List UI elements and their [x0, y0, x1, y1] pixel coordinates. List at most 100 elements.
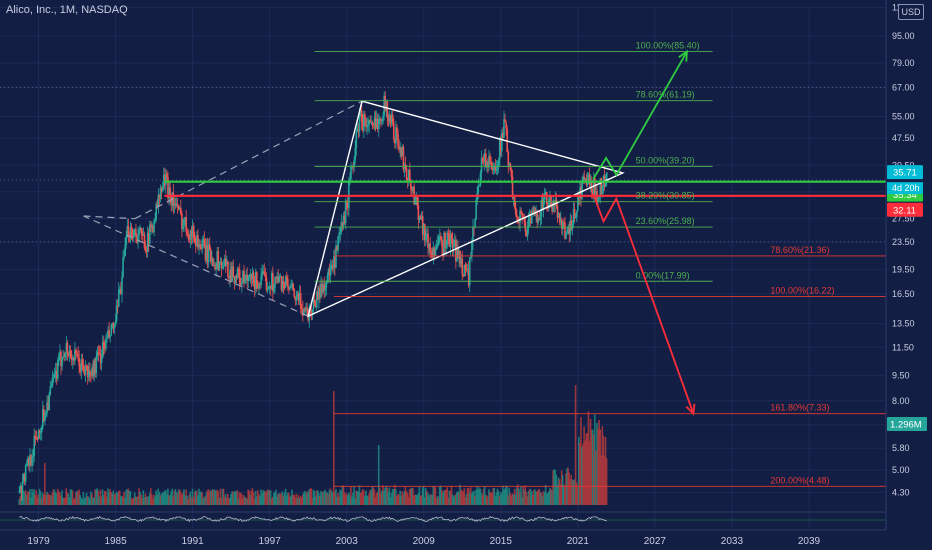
volume-bar	[144, 493, 147, 505]
candle-body	[232, 266, 235, 277]
candle-body	[532, 210, 534, 213]
volume-bar	[424, 488, 427, 505]
volume-bar	[203, 496, 206, 505]
candle-body	[447, 232, 450, 237]
volume-bar	[269, 490, 272, 505]
candle-body	[536, 210, 538, 223]
candle-body	[122, 257, 124, 278]
fib-green-label: 50.00%(39.20)	[636, 155, 695, 165]
candle-body	[49, 386, 52, 395]
volume-bar	[187, 498, 190, 505]
candle-body	[327, 269, 330, 276]
volume-bar	[433, 486, 436, 505]
volume-bar	[136, 496, 138, 505]
candle-body	[518, 219, 520, 223]
candle-body	[580, 187, 582, 199]
volume-bar	[197, 495, 199, 505]
candle-body	[577, 194, 579, 211]
candle-body	[223, 258, 226, 266]
candle-body	[594, 178, 596, 198]
volume-bar	[573, 479, 576, 505]
candle-body	[36, 438, 39, 440]
candle-body	[119, 289, 121, 291]
candle-body	[358, 114, 361, 132]
candle-body	[326, 275, 329, 283]
candle-body	[86, 366, 89, 378]
volume-bar	[412, 488, 414, 505]
candle-body	[51, 377, 54, 386]
candle-body	[503, 119, 505, 138]
volume-bar	[87, 496, 90, 505]
currency-button[interactable]: USD	[898, 4, 924, 20]
candle-body	[445, 245, 448, 248]
candle-body	[581, 181, 583, 199]
volume-bar	[44, 463, 46, 505]
candle-body	[253, 283, 256, 290]
volume-bar	[302, 492, 305, 505]
volume-bar	[343, 491, 346, 505]
volume-bar	[329, 488, 332, 505]
candle-body	[89, 369, 91, 373]
candle-body	[201, 239, 204, 250]
candle-body	[398, 146, 400, 150]
candle-body	[295, 296, 298, 301]
candle-body	[547, 204, 549, 209]
x-tick-label: 2021	[567, 536, 590, 547]
candle-body	[231, 266, 234, 282]
volume-bar	[215, 491, 217, 505]
volume-bar	[219, 488, 222, 505]
volume-bar	[204, 496, 207, 505]
candle-body	[478, 185, 481, 187]
volume-bar	[591, 429, 594, 505]
candle-body	[479, 172, 482, 186]
volume-bar	[499, 492, 502, 505]
volume-bar	[100, 496, 103, 505]
volume-bar	[434, 487, 437, 505]
volume-bar	[55, 493, 58, 505]
candle-body	[193, 238, 196, 243]
volume-bar	[131, 498, 134, 505]
candle-body	[361, 121, 364, 131]
volume-bar	[331, 492, 334, 505]
candle-body	[284, 276, 287, 287]
volume-bar	[525, 491, 528, 505]
candle-body	[373, 118, 376, 126]
y-tick-label: 27.50	[892, 214, 915, 224]
candle-body	[601, 185, 604, 194]
y-tick-label: 19.50	[892, 264, 915, 274]
candle-body	[482, 160, 485, 162]
candle-body	[35, 437, 38, 439]
candle-body	[403, 164, 406, 170]
candle-body	[595, 191, 597, 198]
candle-body	[495, 168, 498, 171]
volume-bar	[335, 489, 337, 505]
candle-body	[239, 284, 242, 286]
volume-bar	[581, 447, 583, 505]
candle-body	[527, 217, 530, 228]
candle-body	[222, 265, 225, 267]
candle-body	[281, 281, 284, 290]
candle-body	[147, 233, 150, 244]
candle-body	[524, 221, 527, 232]
candle-body	[364, 114, 366, 119]
volume-bar	[29, 489, 31, 505]
volume-bar	[60, 495, 62, 505]
candle-body	[70, 357, 73, 361]
volume-bar	[130, 498, 133, 505]
candle-body	[486, 161, 488, 168]
candle-body	[79, 366, 82, 372]
candle-body	[66, 342, 69, 354]
volume-bar	[449, 490, 452, 505]
volume-bar	[603, 455, 606, 505]
candle-body	[192, 225, 195, 239]
volume-bar	[177, 489, 180, 505]
volume-bar	[22, 490, 25, 505]
volume-bar	[205, 492, 208, 505]
volume-bar	[338, 496, 340, 505]
candle-body	[244, 278, 246, 283]
volume-bar	[72, 498, 75, 505]
volume-bar	[322, 491, 324, 505]
candle-body	[589, 180, 592, 186]
bull-projection	[592, 49, 688, 180]
